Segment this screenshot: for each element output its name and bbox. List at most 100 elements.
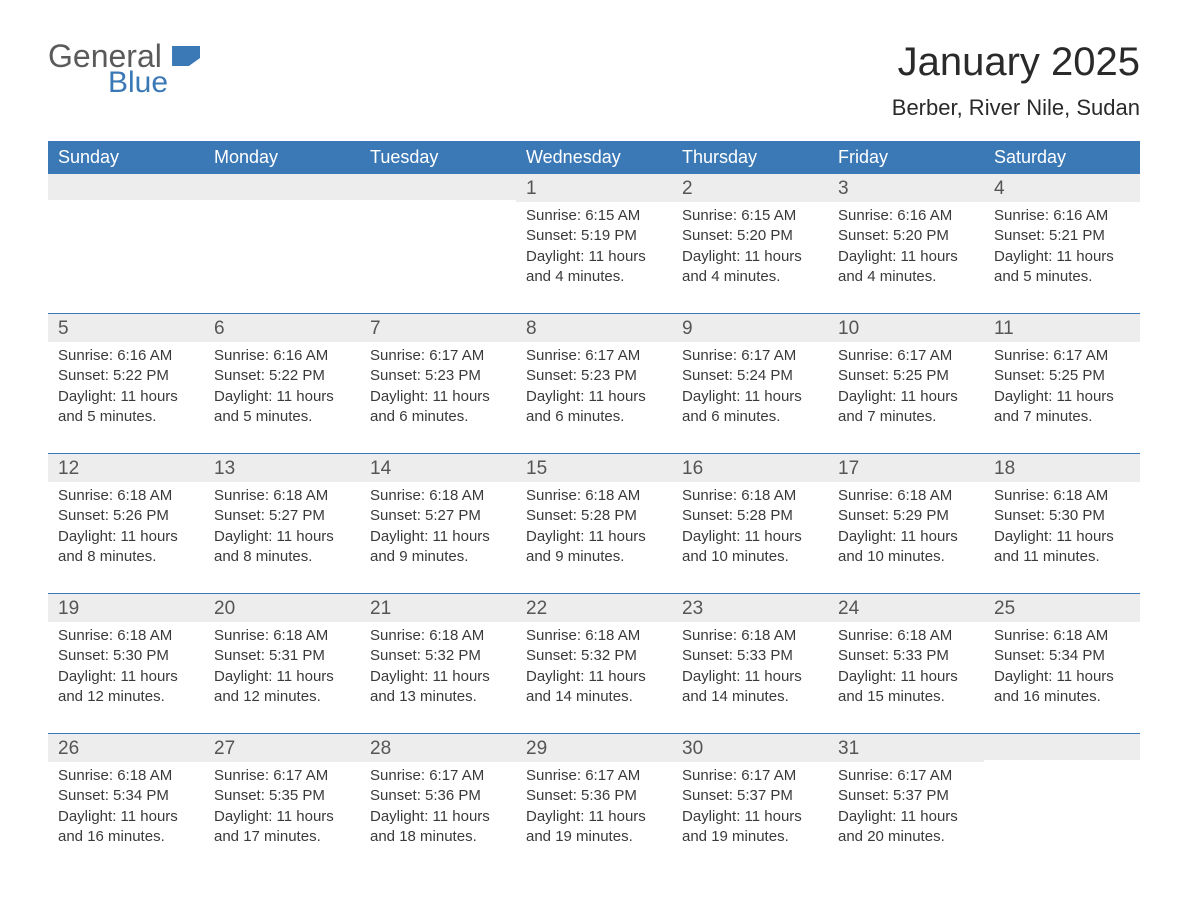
calendar-cell: 14Sunrise: 6:18 AMSunset: 5:27 PMDayligh… <box>360 454 516 594</box>
calendar-cell: 25Sunrise: 6:18 AMSunset: 5:34 PMDayligh… <box>984 594 1140 734</box>
sunrise-text: Sunrise: 6:16 AM <box>838 206 974 226</box>
sunrise-text: Sunrise: 6:15 AM <box>526 206 662 226</box>
day-number: 27 <box>214 738 235 759</box>
sunrise-text: Sunrise: 6:17 AM <box>682 346 818 366</box>
sunrise-text: Sunrise: 6:16 AM <box>214 346 350 366</box>
daynum-row: 29 <box>516 734 672 762</box>
calendar-cell: 12Sunrise: 6:18 AMSunset: 5:26 PMDayligh… <box>48 454 204 594</box>
sunrise-text: Sunrise: 6:15 AM <box>682 206 818 226</box>
sunset-text: Sunset: 5:30 PM <box>58 646 194 666</box>
sunrise-text: Sunrise: 6:16 AM <box>994 206 1130 226</box>
calendar-cell: 21Sunrise: 6:18 AMSunset: 5:32 PMDayligh… <box>360 594 516 734</box>
day-body: Sunrise: 6:15 AMSunset: 5:19 PMDaylight:… <box>516 202 672 313</box>
calendar-cell: 19Sunrise: 6:18 AMSunset: 5:30 PMDayligh… <box>48 594 204 734</box>
day-number: 13 <box>214 458 235 479</box>
daylight-text: Daylight: 11 hours and 12 minutes. <box>58 667 194 708</box>
daynum-row <box>204 174 360 200</box>
sunset-text: Sunset: 5:28 PM <box>526 506 662 526</box>
daylight-text: Daylight: 11 hours and 7 minutes. <box>838 387 974 428</box>
day-body: Sunrise: 6:17 AMSunset: 5:37 PMDaylight:… <box>672 762 828 873</box>
sunset-text: Sunset: 5:25 PM <box>838 366 974 386</box>
daynum-row: 18 <box>984 454 1140 482</box>
daynum-row <box>984 734 1140 760</box>
day-number: 30 <box>682 738 703 759</box>
daynum-row: 1 <box>516 174 672 202</box>
daynum-row: 31 <box>828 734 984 762</box>
day-number: 1 <box>526 178 537 199</box>
day-body <box>984 760 1140 850</box>
day-header: Saturday <box>984 141 1140 174</box>
calendar-cell: 9Sunrise: 6:17 AMSunset: 5:24 PMDaylight… <box>672 314 828 454</box>
day-number: 24 <box>838 598 859 619</box>
day-body <box>48 200 204 290</box>
calendar-cell <box>48 174 204 314</box>
sunset-text: Sunset: 5:27 PM <box>214 506 350 526</box>
day-number: 9 <box>682 318 693 339</box>
logo-text: General Blue <box>48 40 168 98</box>
sunset-text: Sunset: 5:37 PM <box>838 786 974 806</box>
day-number: 4 <box>994 178 1005 199</box>
sunrise-text: Sunrise: 6:17 AM <box>526 346 662 366</box>
calendar-cell: 11Sunrise: 6:17 AMSunset: 5:25 PMDayligh… <box>984 314 1140 454</box>
daynum-row: 17 <box>828 454 984 482</box>
sunset-text: Sunset: 5:28 PM <box>682 506 818 526</box>
daylight-text: Daylight: 11 hours and 13 minutes. <box>370 667 506 708</box>
calendar-cell: 20Sunrise: 6:18 AMSunset: 5:31 PMDayligh… <box>204 594 360 734</box>
sunset-text: Sunset: 5:32 PM <box>370 646 506 666</box>
daylight-text: Daylight: 11 hours and 20 minutes. <box>838 807 974 848</box>
sunrise-text: Sunrise: 6:17 AM <box>994 346 1130 366</box>
day-body: Sunrise: 6:18 AMSunset: 5:31 PMDaylight:… <box>204 622 360 733</box>
sunset-text: Sunset: 5:26 PM <box>58 506 194 526</box>
daynum-row: 14 <box>360 454 516 482</box>
day-number: 22 <box>526 598 547 619</box>
calendar-cell: 31Sunrise: 6:17 AMSunset: 5:37 PMDayligh… <box>828 734 984 874</box>
daynum-row: 12 <box>48 454 204 482</box>
daynum-row: 24 <box>828 594 984 622</box>
sunset-text: Sunset: 5:34 PM <box>994 646 1130 666</box>
sunset-text: Sunset: 5:21 PM <box>994 226 1130 246</box>
daynum-row: 27 <box>204 734 360 762</box>
daynum-row: 11 <box>984 314 1140 342</box>
day-number: 26 <box>58 738 79 759</box>
sunset-text: Sunset: 5:20 PM <box>838 226 974 246</box>
sunset-text: Sunset: 5:25 PM <box>994 366 1130 386</box>
daylight-text: Daylight: 11 hours and 10 minutes. <box>682 527 818 568</box>
day-number: 19 <box>58 598 79 619</box>
day-body: Sunrise: 6:18 AMSunset: 5:33 PMDaylight:… <box>672 622 828 733</box>
sunset-text: Sunset: 5:24 PM <box>682 366 818 386</box>
day-number: 6 <box>214 318 225 339</box>
day-number: 2 <box>682 178 693 199</box>
sunrise-text: Sunrise: 6:18 AM <box>838 626 974 646</box>
calendar-cell: 2 Sunrise: 6:15 AMSunset: 5:20 PMDaylight… <box>672 174 828 314</box>
calendar-cell: 17Sunrise: 6:18 AMSunset: 5:29 PMDayligh… <box>828 454 984 594</box>
logo-line2: Blue <box>108 68 168 98</box>
calendar-cell: 26Sunrise: 6:18 AMSunset: 5:34 PMDayligh… <box>48 734 204 874</box>
sunset-text: Sunset: 5:37 PM <box>682 786 818 806</box>
sunrise-text: Sunrise: 6:18 AM <box>526 626 662 646</box>
day-number: 8 <box>526 318 537 339</box>
calendar-cell: 23Sunrise: 6:18 AMSunset: 5:33 PMDayligh… <box>672 594 828 734</box>
daynum-row: 25 <box>984 594 1140 622</box>
daylight-text: Daylight: 11 hours and 16 minutes. <box>58 807 194 848</box>
sunrise-text: Sunrise: 6:17 AM <box>370 346 506 366</box>
day-body: Sunrise: 6:17 AMSunset: 5:23 PMDaylight:… <box>360 342 516 453</box>
calendar-cell: 4Sunrise: 6:16 AMSunset: 5:21 PMDaylight… <box>984 174 1140 314</box>
calendar-cell <box>360 174 516 314</box>
calendar-cell: 5Sunrise: 6:16 AMSunset: 5:22 PMDaylight… <box>48 314 204 454</box>
sunrise-text: Sunrise: 6:17 AM <box>214 766 350 786</box>
sunset-text: Sunset: 5:33 PM <box>682 646 818 666</box>
day-body: Sunrise: 6:17 AMSunset: 5:23 PMDaylight:… <box>516 342 672 453</box>
sunrise-text: Sunrise: 6:17 AM <box>370 766 506 786</box>
daynum-row: 10 <box>828 314 984 342</box>
day-body: Sunrise: 6:15 AMSunset: 5:20 PMDaylight:… <box>672 202 828 313</box>
calendar-cell: 3Sunrise: 6:16 AMSunset: 5:20 PMDaylight… <box>828 174 984 314</box>
day-number: 14 <box>370 458 391 479</box>
day-number: 31 <box>838 738 859 759</box>
day-body <box>204 200 360 290</box>
day-body: Sunrise: 6:18 AMSunset: 5:32 PMDaylight:… <box>360 622 516 733</box>
day-body: Sunrise: 6:17 AMSunset: 5:36 PMDaylight:… <box>360 762 516 873</box>
day-number: 5 <box>58 318 69 339</box>
daynum-row: 22 <box>516 594 672 622</box>
calendar-cell: 24Sunrise: 6:18 AMSunset: 5:33 PMDayligh… <box>828 594 984 734</box>
daynum-row: 4 <box>984 174 1140 202</box>
